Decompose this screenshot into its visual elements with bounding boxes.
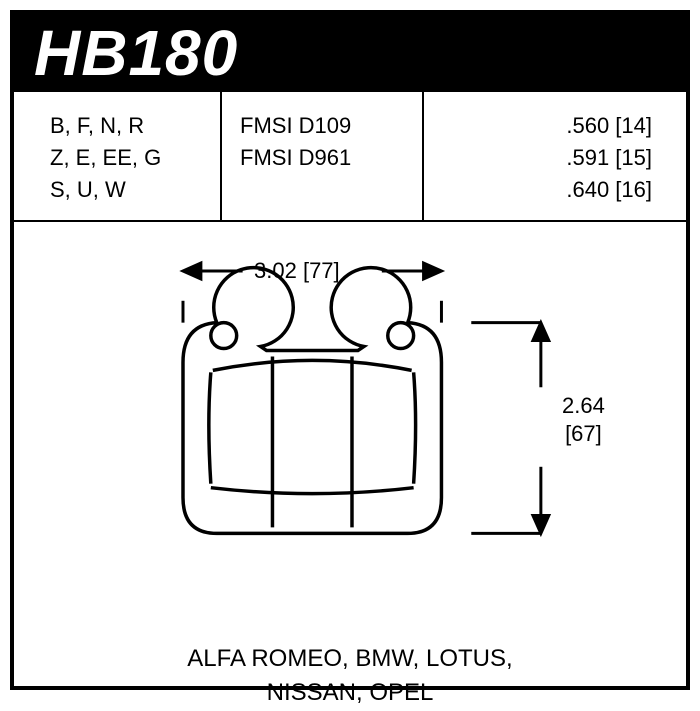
variant-line: Z, E, EE, G (50, 142, 220, 174)
fmsi-line: FMSI D961 (240, 142, 422, 174)
info-row: B, F, N, R Z, E, EE, G S, U, W FMSI D109… (14, 92, 686, 222)
fmsi-column: FMSI D109 FMSI D961 (222, 110, 422, 206)
width-mm: [77] (303, 258, 340, 283)
width-inches: 3.02 (254, 258, 297, 283)
thickness-line: .560 [14] (424, 110, 652, 142)
thickness-line: .591 [15] (424, 142, 652, 174)
height-dimension (471, 322, 549, 533)
height-inches: 2.64 (562, 392, 605, 421)
brands-line-2: NISSAN, OPEL (54, 676, 646, 711)
variants-column: B, F, N, R Z, E, EE, G S, U, W (50, 110, 220, 206)
variant-line: B, F, N, R (50, 110, 220, 142)
thickness-column: .560 [14] .591 [15] .640 [16] (424, 110, 658, 206)
thickness-line: .640 [16] (424, 174, 652, 206)
width-label: 3.02 [77] (254, 258, 340, 284)
header-bar: HB180 (14, 14, 686, 92)
brands-list: ALFA ROMEO, BMW, LOTUS, NISSAN, OPEL (14, 642, 686, 711)
variant-line: S, U, W (50, 174, 220, 206)
brake-pad-outline (183, 267, 441, 533)
height-mm: [67] (562, 420, 605, 449)
brands-line-1: ALFA ROMEO, BMW, LOTUS, (54, 642, 646, 677)
fmsi-line: FMSI D109 (240, 110, 422, 142)
part-number: HB180 (34, 16, 238, 90)
height-label: 2.64 [67] (562, 392, 605, 449)
diagram-area: 3.02 [77] 2.64 [67] (14, 222, 686, 642)
outer-frame: HB180 B, F, N, R Z, E, EE, G S, U, W FMS… (10, 10, 690, 690)
